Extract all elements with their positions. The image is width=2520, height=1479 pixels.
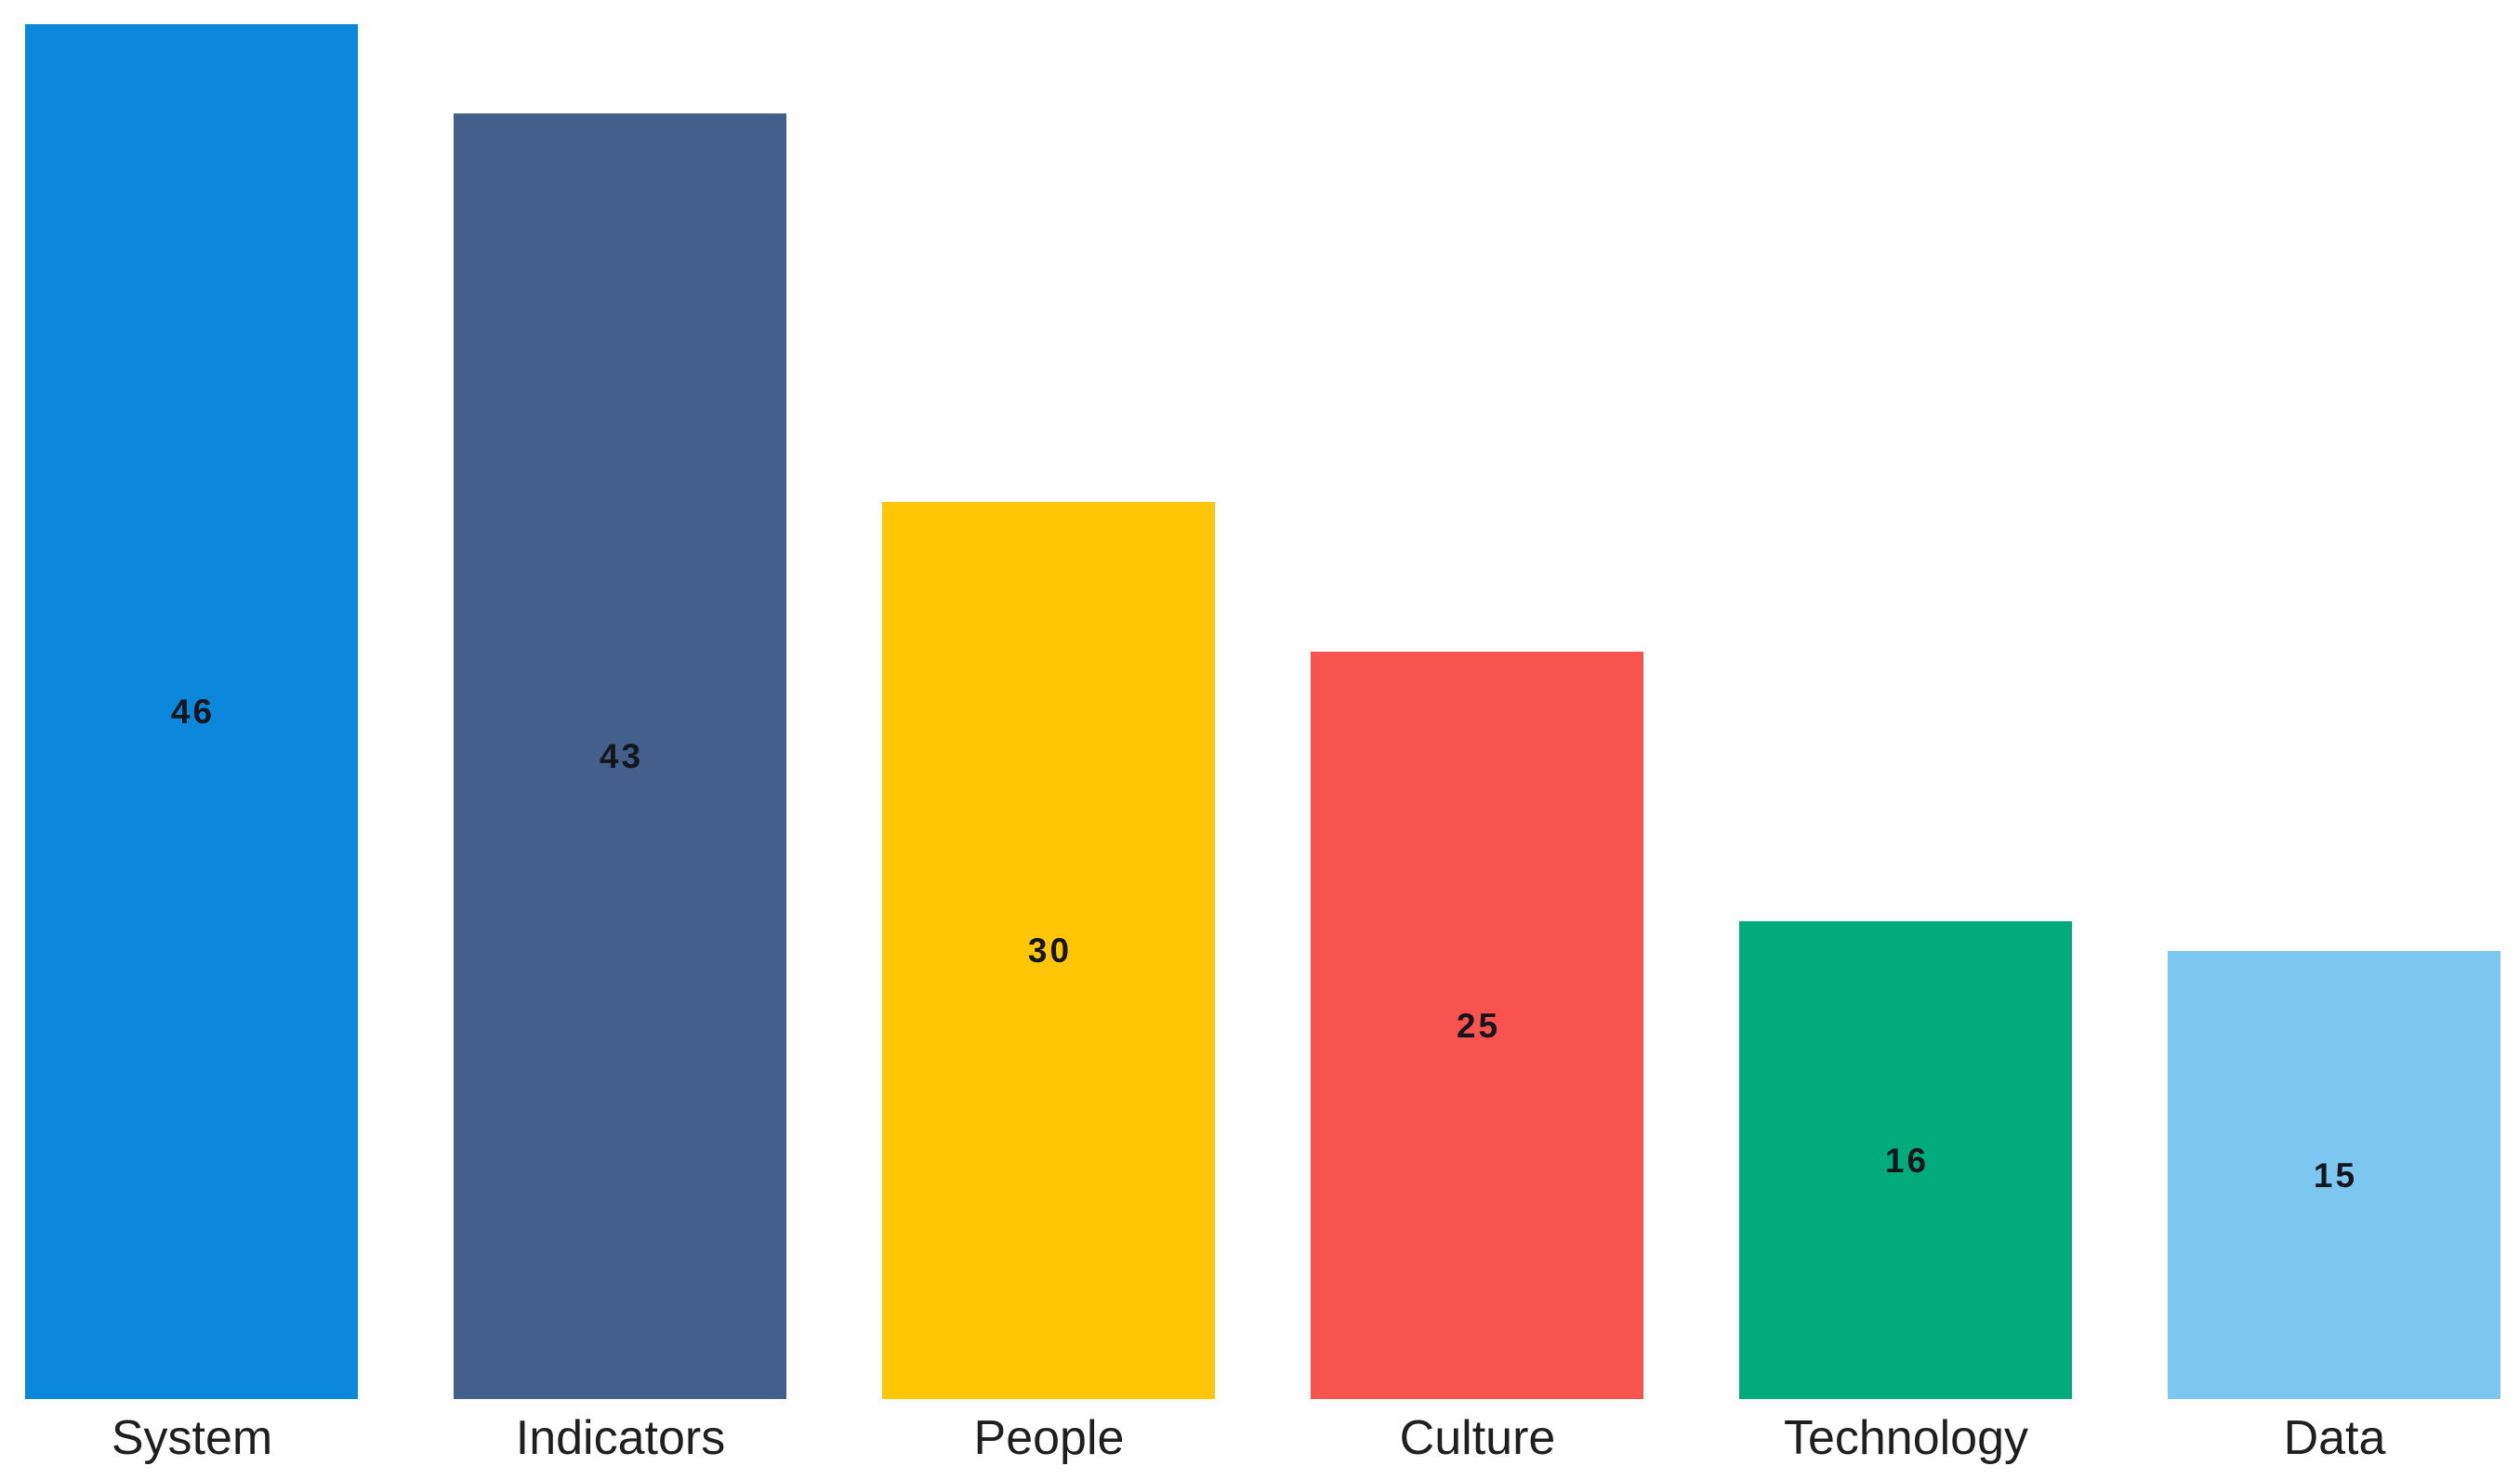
x-axis-label-system: System [111,1411,273,1465]
x-axis: System Indicators People Culture Technology D… [0,1399,2520,1479]
bar-technology: 16 [1739,921,2072,1399]
bar-value-label: 46 [170,693,216,731]
x-axis-label-people: People [973,1411,1125,1465]
bar-data: 15 [2168,951,2500,1399]
bar-value-label: 15 [2313,1155,2358,1195]
bar-culture: 25 [1311,652,1643,1399]
x-axis-label-indicators: Indicators [515,1411,726,1465]
bar-indicators: 43 [454,113,786,1399]
x-axis-label-data: Data [2283,1411,2386,1465]
plot-area: 46 43 30 25 16 15 [25,24,2500,1399]
bar-value-label: 25 [1456,1006,1501,1045]
bar-system: 46 [25,24,358,1399]
bar-value-label: 30 [1027,931,1073,970]
bar-value-label: 16 [1884,1141,1930,1180]
bar-value-label: 43 [599,737,644,775]
x-axis-label-culture: Culture [1399,1411,1556,1465]
bar-people: 30 [882,502,1215,1399]
x-axis-label-technology: Technology [1783,1411,2029,1465]
